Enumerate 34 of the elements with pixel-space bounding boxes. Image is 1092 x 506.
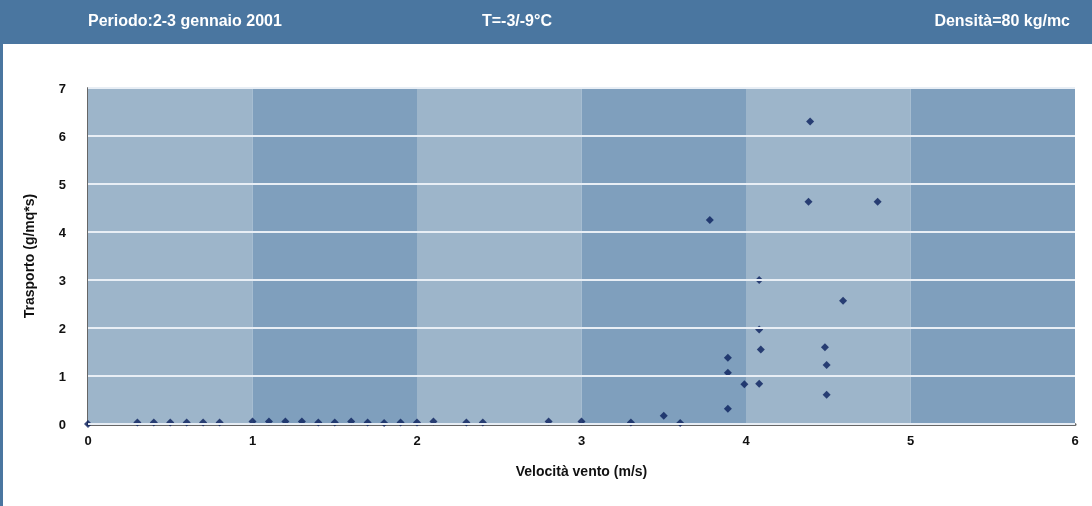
y-tick-label: 6 — [58, 128, 66, 144]
x-tick-label: 0 — [84, 433, 92, 448]
y-tick-label: 0 — [58, 416, 66, 432]
point — [839, 296, 848, 305]
point — [705, 216, 714, 224]
point — [740, 380, 749, 389]
y-tick-label: 7 — [58, 80, 66, 96]
text: T=-3/-9°C — [482, 12, 552, 30]
y-axis-title: Trasporto (g/mq*s) — [21, 193, 37, 319]
point — [873, 197, 882, 206]
chart-title: Periodo:2-3 gennaio 2001 — [88, 12, 282, 30]
x-axis-title: Velocità vento (m/s) — [515, 463, 648, 479]
text: Densità=80 kg/mc — [934, 12, 1070, 30]
point — [804, 197, 813, 206]
point — [723, 353, 732, 362]
point — [723, 404, 732, 413]
point — [756, 345, 765, 354]
point — [806, 117, 815, 126]
x-tick-label: 4 — [742, 433, 751, 448]
x-tick-label: 5 — [906, 433, 915, 448]
y-tick-label: 1 — [58, 368, 66, 384]
y-tick-label: 2 — [58, 320, 66, 336]
point — [820, 343, 829, 352]
y-tick-label: 3 — [58, 272, 66, 288]
point — [822, 360, 831, 369]
point — [822, 390, 831, 399]
point — [659, 411, 668, 420]
x-tick-label: 2 — [413, 433, 421, 448]
y-tick-label: 5 — [58, 176, 66, 192]
point — [755, 379, 764, 388]
x-tick-label: 6 — [1071, 433, 1079, 448]
x-tick-label: 1 — [248, 433, 257, 448]
x-tick-label: 3 — [577, 433, 586, 448]
y-tick-label: 4 — [58, 224, 67, 240]
